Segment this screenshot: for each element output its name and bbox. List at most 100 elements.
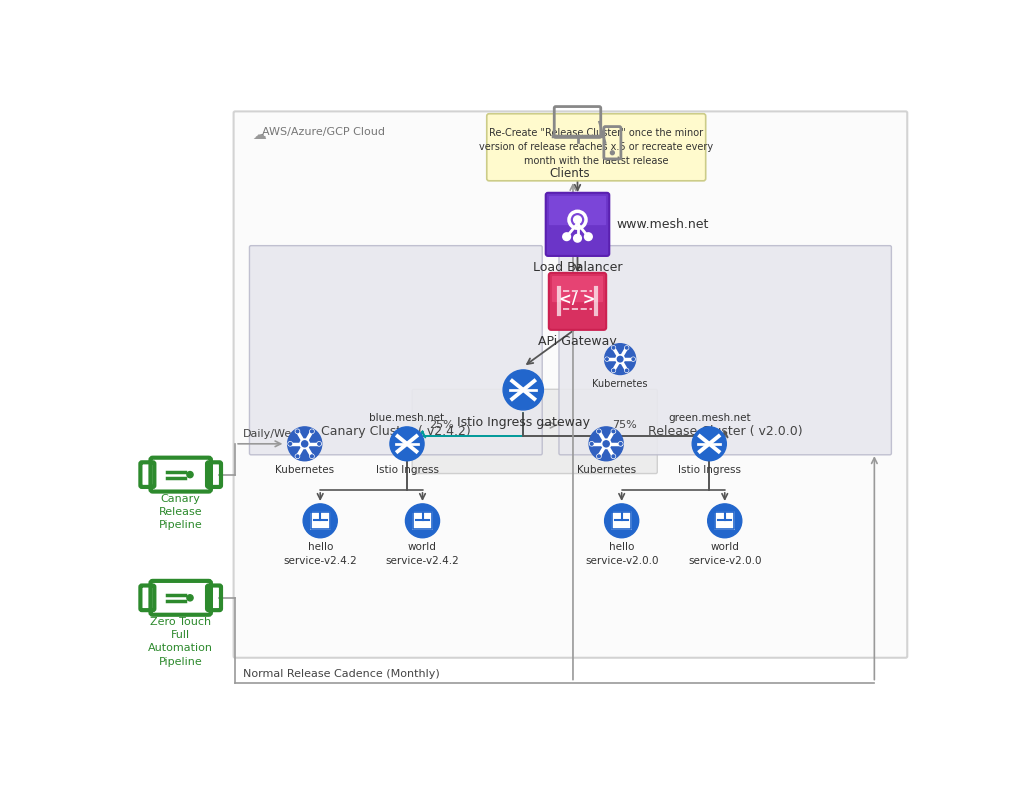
Text: 75%: 75% (612, 420, 637, 430)
Circle shape (618, 442, 623, 446)
Circle shape (303, 504, 337, 538)
FancyBboxPatch shape (310, 512, 331, 530)
Circle shape (573, 216, 582, 224)
FancyBboxPatch shape (546, 193, 609, 256)
Circle shape (310, 430, 313, 433)
Circle shape (625, 346, 629, 350)
FancyBboxPatch shape (611, 512, 632, 530)
Circle shape (310, 429, 314, 433)
Text: Istio Ingress: Istio Ingress (678, 465, 740, 474)
Text: ☁: ☁ (252, 128, 266, 143)
Circle shape (187, 471, 194, 478)
Circle shape (573, 234, 582, 242)
Text: hello
service-v2.0.0: hello service-v2.0.0 (585, 543, 658, 565)
Circle shape (611, 429, 615, 433)
Circle shape (604, 504, 639, 538)
Circle shape (601, 439, 611, 448)
Circle shape (615, 354, 625, 363)
Text: Canary Cluster ( v2.4.2): Canary Cluster ( v2.4.2) (321, 425, 471, 438)
Circle shape (296, 430, 299, 433)
Circle shape (187, 594, 194, 601)
Circle shape (598, 455, 600, 457)
Circle shape (620, 443, 622, 445)
Circle shape (617, 356, 623, 362)
Circle shape (632, 358, 635, 360)
Circle shape (692, 427, 726, 461)
Circle shape (612, 455, 614, 457)
Circle shape (597, 454, 601, 458)
Circle shape (708, 504, 741, 538)
Circle shape (503, 370, 544, 410)
Text: </ >: </ > (559, 292, 596, 307)
Circle shape (289, 443, 292, 445)
Circle shape (310, 455, 313, 457)
Circle shape (611, 369, 615, 372)
Text: Daily/Weekly: Daily/Weekly (243, 429, 315, 440)
Circle shape (390, 427, 424, 461)
Text: www.mesh.net: www.mesh.net (616, 218, 709, 231)
Text: hello
service-v2.4.2: hello service-v2.4.2 (284, 543, 357, 565)
FancyBboxPatch shape (412, 389, 657, 474)
Circle shape (604, 344, 636, 375)
Text: AWS/Azure/GCP Cloud: AWS/Azure/GCP Cloud (262, 127, 385, 137)
Text: Kubernetes: Kubernetes (577, 465, 636, 474)
FancyBboxPatch shape (250, 246, 543, 455)
FancyBboxPatch shape (552, 276, 603, 303)
Circle shape (406, 504, 439, 538)
FancyBboxPatch shape (233, 111, 907, 658)
Text: Load Balancer: Load Balancer (532, 261, 623, 274)
Text: blue.mesh.net: blue.mesh.net (370, 413, 444, 423)
Circle shape (317, 443, 321, 445)
FancyBboxPatch shape (549, 196, 606, 225)
Text: Zero Touch
Full
Automation
Pipeline: Zero Touch Full Automation Pipeline (148, 617, 213, 667)
FancyBboxPatch shape (559, 246, 892, 455)
Circle shape (590, 443, 593, 445)
Circle shape (590, 442, 594, 446)
Circle shape (585, 233, 592, 241)
Circle shape (626, 346, 628, 349)
Text: Kubernetes: Kubernetes (592, 379, 648, 389)
Circle shape (317, 442, 322, 446)
Circle shape (611, 454, 615, 458)
Text: world
service-v2.4.2: world service-v2.4.2 (386, 543, 460, 565)
Circle shape (612, 369, 614, 371)
Circle shape (605, 358, 609, 361)
Circle shape (300, 439, 309, 448)
Text: world
service-v2.0.0: world service-v2.0.0 (688, 543, 762, 565)
Text: Istio Ingress: Istio Ingress (376, 465, 438, 474)
Circle shape (296, 455, 299, 457)
Circle shape (626, 369, 628, 371)
Text: Kubernetes: Kubernetes (275, 465, 334, 474)
Circle shape (310, 454, 314, 458)
FancyBboxPatch shape (715, 512, 735, 530)
Text: APi Gateway: APi Gateway (539, 335, 616, 348)
Circle shape (612, 346, 614, 349)
Text: Clients: Clients (550, 166, 590, 179)
Circle shape (598, 430, 600, 433)
Circle shape (610, 151, 614, 155)
Circle shape (611, 346, 615, 350)
Circle shape (606, 358, 608, 360)
Circle shape (288, 442, 292, 446)
FancyBboxPatch shape (486, 114, 706, 181)
Circle shape (589, 427, 624, 461)
Circle shape (625, 369, 629, 372)
Circle shape (295, 429, 299, 433)
Circle shape (612, 430, 614, 433)
FancyBboxPatch shape (413, 512, 433, 530)
Circle shape (632, 358, 635, 361)
FancyBboxPatch shape (549, 272, 606, 330)
Text: 25%: 25% (429, 420, 454, 430)
Circle shape (302, 440, 308, 447)
Text: Re-Create "Release Cluster" once the minor
version of release reaches x.5 or rec: Re-Create "Release Cluster" once the min… (479, 128, 714, 166)
Circle shape (295, 454, 299, 458)
Text: Normal Release Cadence (Monthly): Normal Release Cadence (Monthly) (243, 669, 439, 679)
Circle shape (288, 427, 322, 461)
Text: Istio Ingress gateway: Istio Ingress gateway (457, 416, 590, 429)
Text: Release Cluster ( v2.0.0): Release Cluster ( v2.0.0) (648, 425, 803, 438)
Circle shape (563, 233, 570, 241)
Circle shape (597, 429, 601, 433)
Text: Canary
Release
Pipeline: Canary Release Pipeline (159, 494, 203, 530)
Circle shape (603, 440, 609, 447)
Text: green.mesh.net: green.mesh.net (668, 413, 751, 423)
